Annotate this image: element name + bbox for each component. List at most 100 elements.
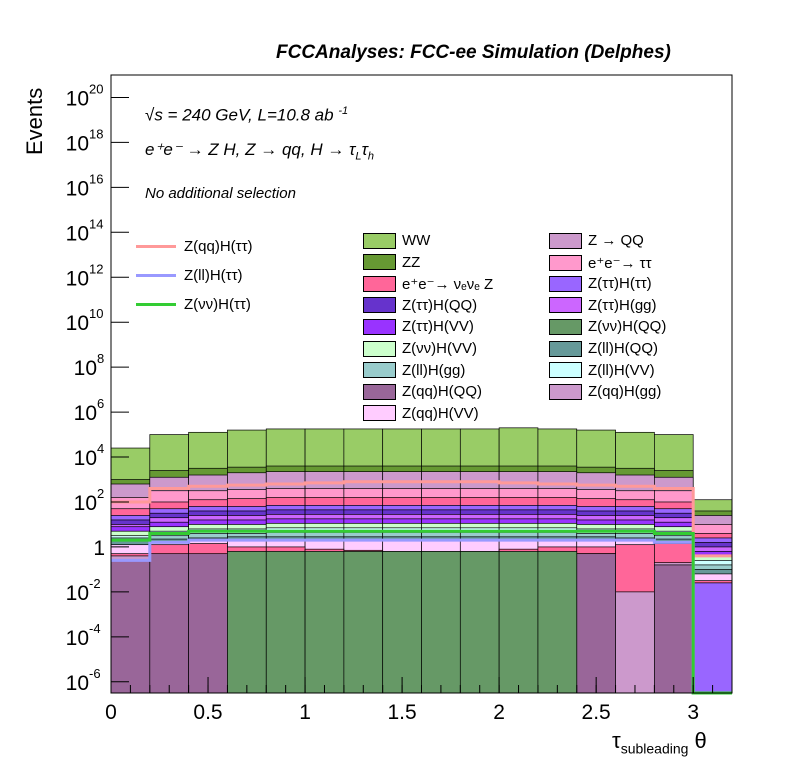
signal-lines xyxy=(111,480,732,695)
legend-stack-0-6: Z(ll)H(gg) xyxy=(363,362,465,379)
legend-stack-0-8: Z(qq)H(VV) xyxy=(363,405,479,422)
y-tick-label-9: 10 xyxy=(74,492,97,515)
bar-17-10 xyxy=(498,551,539,694)
bar-17-6 xyxy=(343,551,384,694)
y-axis-label: Events xyxy=(22,87,47,155)
y-tick-exp-2: 16 xyxy=(89,171,103,186)
y-tick-exp-0: 20 xyxy=(89,81,103,96)
legend-swatch xyxy=(363,232,396,249)
y-tick-exp-8: 4 xyxy=(97,441,104,456)
y-tick-label-2: 10 xyxy=(66,177,89,200)
y-tick-exp-4: 12 xyxy=(89,261,103,276)
legend-swatch xyxy=(549,383,582,400)
legend-line-swatch xyxy=(136,303,176,306)
legend-stack-0-7: Z(qq)H(QQ) xyxy=(363,383,482,400)
legend-swatch xyxy=(549,275,582,292)
legend-swatch xyxy=(549,232,582,249)
legend-label: e⁺e⁻→ νₑνₑ Z xyxy=(402,276,494,294)
legend-stack-1-1: e⁺e⁻→ ττ xyxy=(549,254,652,272)
x-tick-label-1: 0.5 xyxy=(193,701,222,724)
axes: 0 0.5 1 1.5 2 2.5 3201018101610141012101010810… xyxy=(66,74,733,724)
y-tick-label-0: 10 xyxy=(66,87,89,110)
y-tick-label-10: 1 xyxy=(93,537,105,560)
legend-stack-1-4: Z(νν)H(QQ) xyxy=(549,318,666,335)
bar-17-8 xyxy=(421,551,461,694)
y-tick-exp-11: -2 xyxy=(89,576,101,591)
legend-swatch xyxy=(363,405,396,422)
bar-16-14 xyxy=(654,564,694,694)
energy-annotation: √s = 240 GeV, L=10.8 ab -1 xyxy=(145,105,349,125)
legend-stack-1-2: Z(ττ)H(ττ) xyxy=(549,275,652,292)
legend-label: Z(ττ)H(ττ) xyxy=(588,275,652,293)
legend-swatch xyxy=(363,297,396,314)
y-tick-exp-5: 10 xyxy=(89,306,103,321)
legend-stack-0-4: Z(ττ)H(VV) xyxy=(363,318,474,335)
y-tick-label-1: 10 xyxy=(66,132,89,155)
selection-annotation: No additional selection xyxy=(145,185,296,202)
x-tick-label-0: 0 xyxy=(105,701,117,724)
legend-swatch xyxy=(363,254,396,271)
legend-label: Z(ττ)H(gg) xyxy=(588,296,657,314)
x-tick-label-4: 2 xyxy=(493,701,505,724)
y-tick-exp-13: -6 xyxy=(89,666,101,681)
legend-label: Z(ll)H(QQ) xyxy=(588,340,658,357)
legend-label: Z → QQ xyxy=(588,232,644,249)
legend-stack-1-7: Z(qq)H(gg) xyxy=(549,383,661,400)
y-tick-label-13: 10 xyxy=(66,672,89,695)
legend-label: Z(ll)H(VV) xyxy=(588,361,655,379)
chart-title: FCCAnalyses: FCC-ee Simulation (Delphes) xyxy=(276,42,671,63)
legend-swatch xyxy=(549,254,582,271)
x-tick-label-3: 1.5 xyxy=(387,701,416,724)
x-tick-label-6: 3 xyxy=(687,701,699,724)
legend-swatch xyxy=(549,340,582,357)
y-tick-label-7: 10 xyxy=(74,402,97,425)
legend-stack-1-0: Z → QQ xyxy=(549,232,644,249)
legend-label: WW xyxy=(402,232,431,249)
legend-swatch xyxy=(549,362,582,379)
legend-label: Z(ττ)H(QQ) xyxy=(402,296,478,314)
x-axis-label: τsubleading θ xyxy=(612,728,707,757)
legend-line-swatch xyxy=(136,245,176,248)
legend-label: Z(qq)H(VV) xyxy=(402,404,479,422)
y-tick-exp-12: -4 xyxy=(89,621,101,636)
legend-stack-0-3: Z(ττ)H(QQ) xyxy=(363,297,477,314)
bar-16-1 xyxy=(149,553,189,694)
legend-swatch xyxy=(363,362,396,379)
x-tick-label-2: 1 xyxy=(299,701,311,724)
x-tick-label-5: 2.5 xyxy=(582,701,611,724)
signal-line-1 xyxy=(111,538,732,695)
y-tick-label-12: 10 xyxy=(66,627,89,650)
y-tick-exp-1: 18 xyxy=(89,126,103,141)
legend-label: e⁺e⁻→ ττ xyxy=(588,254,652,272)
y-tick-label-3: 10 xyxy=(66,222,89,245)
legend-line-1: Z(ll)H(ττ) xyxy=(136,267,243,284)
legend-label: Z(ττ)H(VV) xyxy=(402,318,474,336)
bar-16-0 xyxy=(110,560,151,694)
legend-line-label: Z(ll)H(ττ) xyxy=(184,267,243,284)
bar-15-13 xyxy=(615,591,655,694)
legend-label: Z(νν)H(QQ) xyxy=(588,318,667,336)
legend-stack-0-1: ZZ xyxy=(363,254,420,271)
signal-line-0 xyxy=(111,480,732,558)
legend-label: Z(qq)H(QQ) xyxy=(402,383,482,401)
bar-17-11 xyxy=(537,551,578,694)
bar-17-7 xyxy=(382,551,422,694)
y-tick-exp-3: 14 xyxy=(89,216,103,231)
y-tick-label-5: 10 xyxy=(66,312,89,335)
stacked-bars xyxy=(110,427,733,694)
y-tick-label-8: 10 xyxy=(74,447,97,470)
legend-stack-0-5: Z(νν)H(VV) xyxy=(363,340,477,357)
signal-line-2 xyxy=(111,529,732,695)
bar-16-2 xyxy=(188,553,228,694)
legend-swatch xyxy=(549,297,582,314)
legend-line-label: Z(νν)H(ττ) xyxy=(184,296,251,313)
legend-stack-1-5: Z(ll)H(QQ) xyxy=(549,340,658,357)
y-tick-label-4: 10 xyxy=(66,267,89,290)
legend-line-2: Z(νν)H(ττ) xyxy=(136,296,251,313)
legend-stack-0-2: e⁺e⁻→ νₑνₑ Z xyxy=(363,275,493,293)
legend-swatch xyxy=(363,383,396,400)
legend-line-swatch xyxy=(136,274,176,277)
y-tick-exp-6: 8 xyxy=(97,351,104,366)
legend-swatch xyxy=(363,318,396,335)
